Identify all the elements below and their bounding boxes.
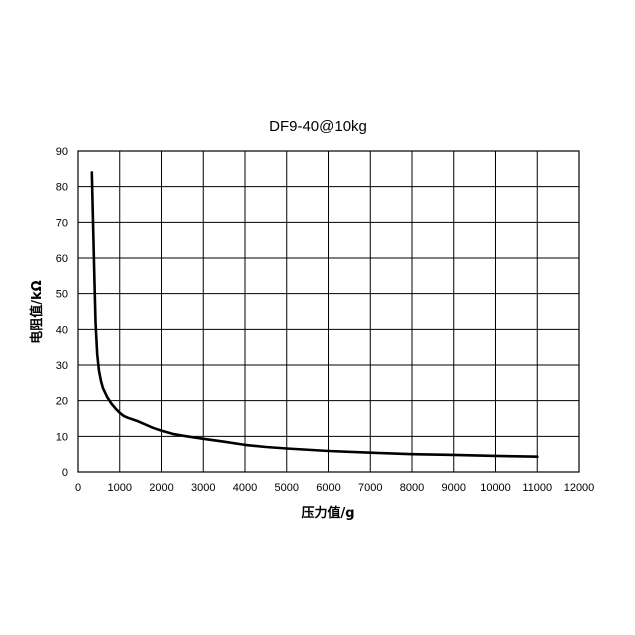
y-tick-label-2: 20 [56, 396, 68, 408]
chart-title: DF9-40@10kg [269, 118, 367, 135]
y-tick-label-4: 40 [56, 324, 68, 336]
y-tick-label-7: 70 [56, 217, 68, 229]
x-tick-label-7: 7000 [358, 482, 382, 494]
y-tick-label-9: 90 [56, 146, 68, 158]
x-tick-label-12: 12000 [564, 482, 595, 494]
x-tick-label-8: 8000 [400, 482, 424, 494]
x-tick-label-6: 6000 [316, 482, 340, 494]
x-tick-label-4: 4000 [233, 482, 257, 494]
y-tick-label-3: 30 [56, 360, 68, 372]
x-tick-labels: 0 1000 2000 3000 4000 5000 6000 7000 8000 9000 100… [75, 482, 594, 494]
x-tick-label-11: 11000 [522, 482, 552, 494]
x-tick-label-3: 3000 [191, 482, 215, 494]
y-tick-labels: 0 10 20 30 40 50 60 70 80 90 [56, 146, 68, 479]
x-tick-label-1: 1000 [108, 482, 132, 494]
y-tick-label-6: 60 [56, 253, 68, 265]
x-axis-title: 压力值/g [301, 505, 354, 521]
x-tick-label-10: 10000 [480, 482, 511, 494]
grid-lines [77, 150, 580, 473]
y-tick-label-5: 50 [56, 289, 68, 301]
series-line [90, 171, 539, 458]
plot-frame [77, 150, 580, 473]
y-tick-label-0: 0 [62, 467, 68, 479]
x-tick-label-9: 9000 [442, 482, 466, 494]
x-tick-label-2: 2000 [149, 482, 173, 494]
y-tick-label-8: 80 [56, 182, 68, 194]
x-tick-label-0: 0 [75, 482, 81, 494]
y-axis-title: 电阻值/kΩ [29, 280, 45, 343]
x-tick-label-5: 5000 [275, 482, 299, 494]
y-tick-label-1: 10 [56, 431, 68, 443]
